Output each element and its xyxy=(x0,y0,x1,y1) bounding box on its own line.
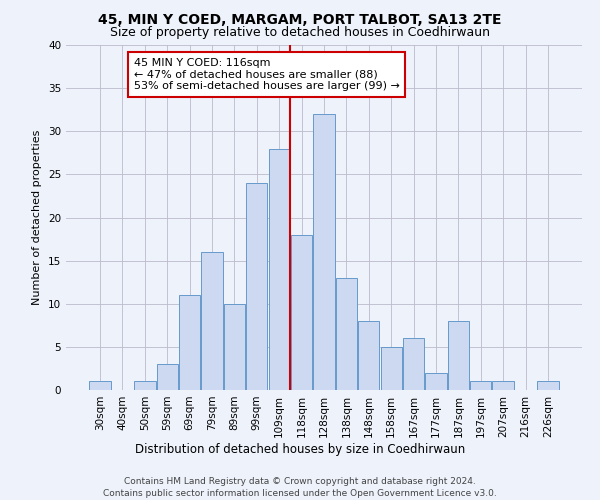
Bar xyxy=(470,382,491,390)
Bar xyxy=(313,114,335,390)
Bar xyxy=(179,295,200,390)
Bar xyxy=(269,148,290,390)
Bar xyxy=(291,235,312,390)
Bar xyxy=(493,382,514,390)
Bar xyxy=(202,252,223,390)
Text: Distribution of detached houses by size in Coedhirwaun: Distribution of detached houses by size … xyxy=(135,442,465,456)
Bar xyxy=(380,347,402,390)
Bar xyxy=(134,382,155,390)
Bar xyxy=(157,364,178,390)
Bar xyxy=(246,183,268,390)
Bar xyxy=(224,304,245,390)
Bar xyxy=(336,278,357,390)
Text: 45, MIN Y COED, MARGAM, PORT TALBOT, SA13 2TE: 45, MIN Y COED, MARGAM, PORT TALBOT, SA1… xyxy=(98,12,502,26)
Bar xyxy=(403,338,424,390)
Bar xyxy=(537,382,559,390)
Text: Contains HM Land Registry data © Crown copyright and database right 2024.: Contains HM Land Registry data © Crown c… xyxy=(124,478,476,486)
Bar xyxy=(358,321,379,390)
Y-axis label: Number of detached properties: Number of detached properties xyxy=(32,130,43,305)
Text: 45 MIN Y COED: 116sqm
← 47% of detached houses are smaller (88)
53% of semi-deta: 45 MIN Y COED: 116sqm ← 47% of detached … xyxy=(134,58,400,91)
Bar xyxy=(448,321,469,390)
Bar xyxy=(425,373,446,390)
Text: Size of property relative to detached houses in Coedhirwaun: Size of property relative to detached ho… xyxy=(110,26,490,39)
Bar xyxy=(89,382,111,390)
Text: Contains public sector information licensed under the Open Government Licence v3: Contains public sector information licen… xyxy=(103,489,497,498)
